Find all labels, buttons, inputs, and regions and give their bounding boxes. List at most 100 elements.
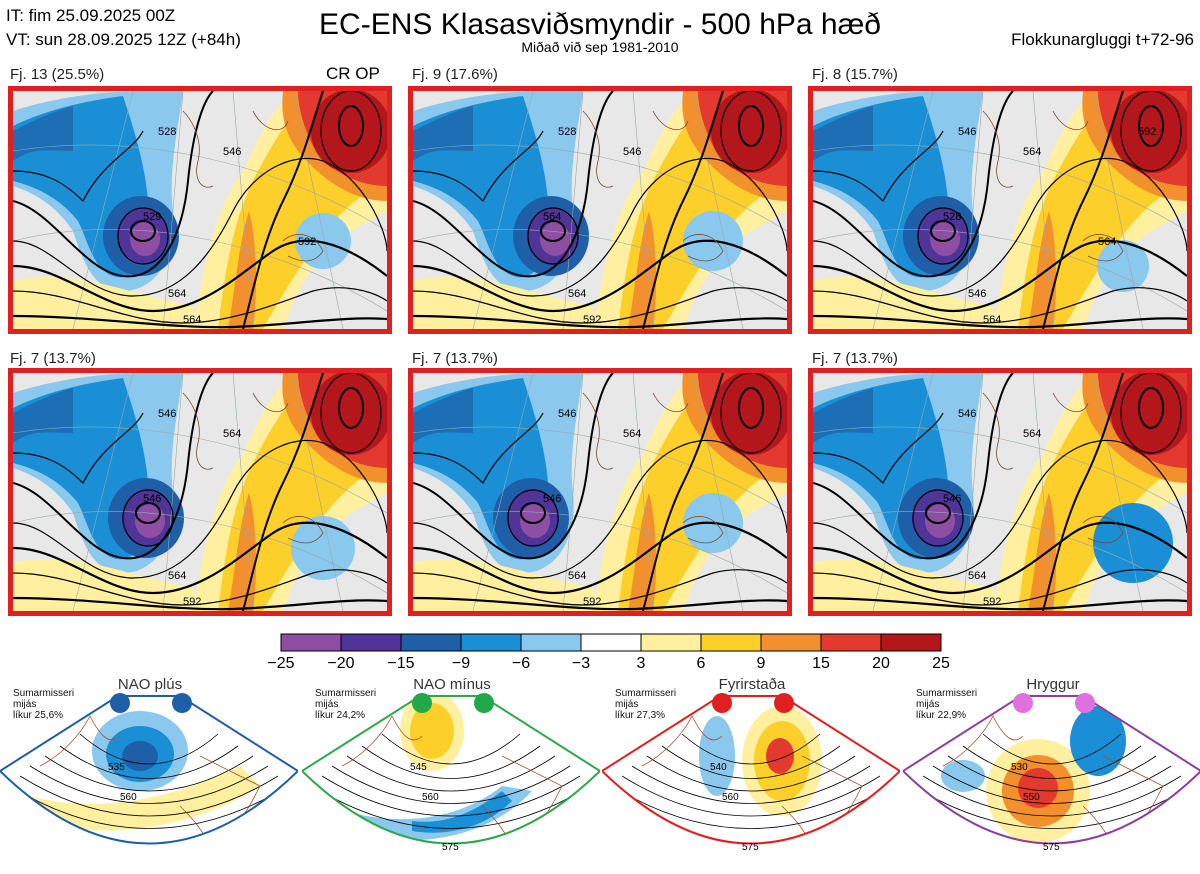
colorbar-tick-label: 20 [872, 655, 890, 672]
colorbar-tick-label: 6 [696, 655, 706, 672]
colorbar-tick-label: 25 [932, 655, 950, 672]
contour-label: 564 [183, 314, 202, 326]
colorbar-swatch [760, 633, 822, 652]
page-title: EC-ENS Klasasviðsmyndir - 500 hPa hæð [319, 8, 881, 41]
anomaly-map [413, 373, 787, 611]
colorbar-swatch [280, 633, 342, 652]
regime-dot [1075, 693, 1095, 713]
regime-dot [474, 693, 494, 713]
regime-contour-label: 550 [1023, 792, 1040, 803]
contour-label: 564 [968, 570, 987, 582]
colorbar-swatch [520, 633, 582, 652]
regime-dot [1013, 693, 1033, 713]
regime-info: Sumarmisseri mijás líkur 22,9% [916, 688, 977, 721]
regime-contour-label: 560 [422, 792, 439, 803]
cluster-map[interactable] [408, 86, 792, 334]
regime-map [300, 695, 602, 845]
regime-dot [172, 693, 192, 713]
colorbar [280, 633, 942, 652]
regime-info: Sumarmisseri mijás líkur 24,2% [315, 688, 376, 721]
regime-name: Hryggur [1026, 676, 1080, 693]
colorbar-swatch [580, 633, 642, 652]
contour-label: 564 [623, 428, 642, 440]
regime-contour-label: 535 [108, 762, 125, 773]
cluster-map[interactable] [8, 368, 392, 616]
page-subtitle: Miðað við sep 1981-2010 [521, 39, 679, 55]
contour-label: 546 [958, 126, 977, 138]
contour-label: 546 [223, 146, 242, 158]
regime-info-line: líkur 24,2% [315, 710, 366, 721]
contour-label: 546 [943, 493, 962, 505]
colorbar-swatch [700, 633, 762, 652]
regime-info: Sumarmisseri mijás líkur 27,3% [615, 688, 676, 721]
colorbar-tick-label: 3 [636, 655, 646, 672]
colorbar-tick-label: −25 [267, 655, 295, 672]
cluster-map[interactable] [808, 368, 1192, 616]
regime-contour-label: 530 [1011, 762, 1028, 773]
regime-info-line: Sumarmisseri [13, 688, 75, 699]
cluster-label: Fj. 7 (13.7%) [412, 350, 498, 367]
regime-panel[interactable] [300, 676, 602, 869]
contour-label: 564 [223, 428, 242, 440]
issue-time: IT: fim 25.09.2025 00Z [6, 6, 176, 25]
contour-label: 546 [968, 288, 987, 300]
colorbar-tick-label: −9 [451, 655, 471, 672]
contour-label: 592 [298, 236, 317, 248]
colorbar-swatch [880, 633, 942, 652]
contour-label: 546 [543, 493, 562, 505]
anomaly-map [13, 91, 387, 329]
regime-name: NAO mínus [413, 676, 491, 693]
contour-label: 546 [143, 493, 162, 505]
contour-label: 564 [168, 570, 187, 582]
regime-contour-label: 560 [120, 792, 137, 803]
contour-label: 564 [983, 314, 1002, 326]
contour-label: 528 [558, 126, 577, 138]
header-times: IT: fim 25.09.2025 00Z VT: sun 28.09.202… [6, 4, 241, 52]
colorbar-tick-label: −15 [387, 655, 415, 672]
regime-contour-label: 575 [1043, 842, 1060, 853]
colorbar-tick-label: 9 [756, 655, 766, 672]
cluster-map[interactable] [408, 368, 792, 616]
classification-window: Flokkunargluggi t+72-96 [1011, 30, 1194, 49]
regime-contour-label: 540 [710, 762, 727, 773]
regime-dot [712, 693, 732, 713]
contour-label: 546 [958, 408, 977, 420]
regime-info-line: líkur 25,6% [13, 710, 64, 721]
contour-label: 564 [1023, 146, 1042, 158]
regime-contour-label: 545 [410, 762, 427, 773]
contour-label: 546 [558, 408, 577, 420]
colorbar-tick-label: 15 [812, 655, 830, 672]
anomaly-map [413, 91, 787, 329]
contour-label: 592 [983, 596, 1002, 608]
regime-name: NAO plús [117, 676, 183, 693]
cluster-label: Fj. 8 (15.7%) [812, 66, 898, 83]
contour-label: 546 [158, 408, 177, 420]
regime-dot [412, 693, 432, 713]
cluster-label: Fj. 7 (13.7%) [10, 350, 96, 367]
regime-info-line: mijás [13, 699, 37, 710]
contour-label: 529 [143, 211, 162, 223]
contour-label: 546 [623, 146, 642, 158]
regime-info-line: mijás [615, 699, 639, 710]
regime-panel[interactable] [600, 676, 902, 869]
regime-panel[interactable] [901, 676, 1200, 869]
contour-label: 592 [583, 314, 602, 326]
contour-label: 564 [568, 570, 587, 582]
colorbar-swatch [640, 633, 702, 652]
colorbar-swatches [280, 633, 942, 652]
cluster-map[interactable] [8, 86, 392, 334]
anomaly-map [813, 91, 1187, 329]
regime-contour-label: 575 [742, 842, 759, 853]
regime-info-line: líkur 22,9% [916, 710, 967, 721]
anomaly-map [13, 373, 387, 611]
colorbar-swatch [340, 633, 402, 652]
cluster-label: Fj. 13 (25.5%) [10, 66, 105, 83]
contour-label: 564 [543, 211, 562, 223]
cluster-map[interactable] [808, 86, 1192, 334]
colorbar-swatch [460, 633, 522, 652]
regime-dot [774, 693, 794, 713]
regime-name: Fyrirstaða [718, 676, 786, 693]
cluster-label: Fj. 9 (17.6%) [412, 66, 498, 83]
regime-panel[interactable] [0, 676, 300, 869]
regime-dot [110, 693, 130, 713]
